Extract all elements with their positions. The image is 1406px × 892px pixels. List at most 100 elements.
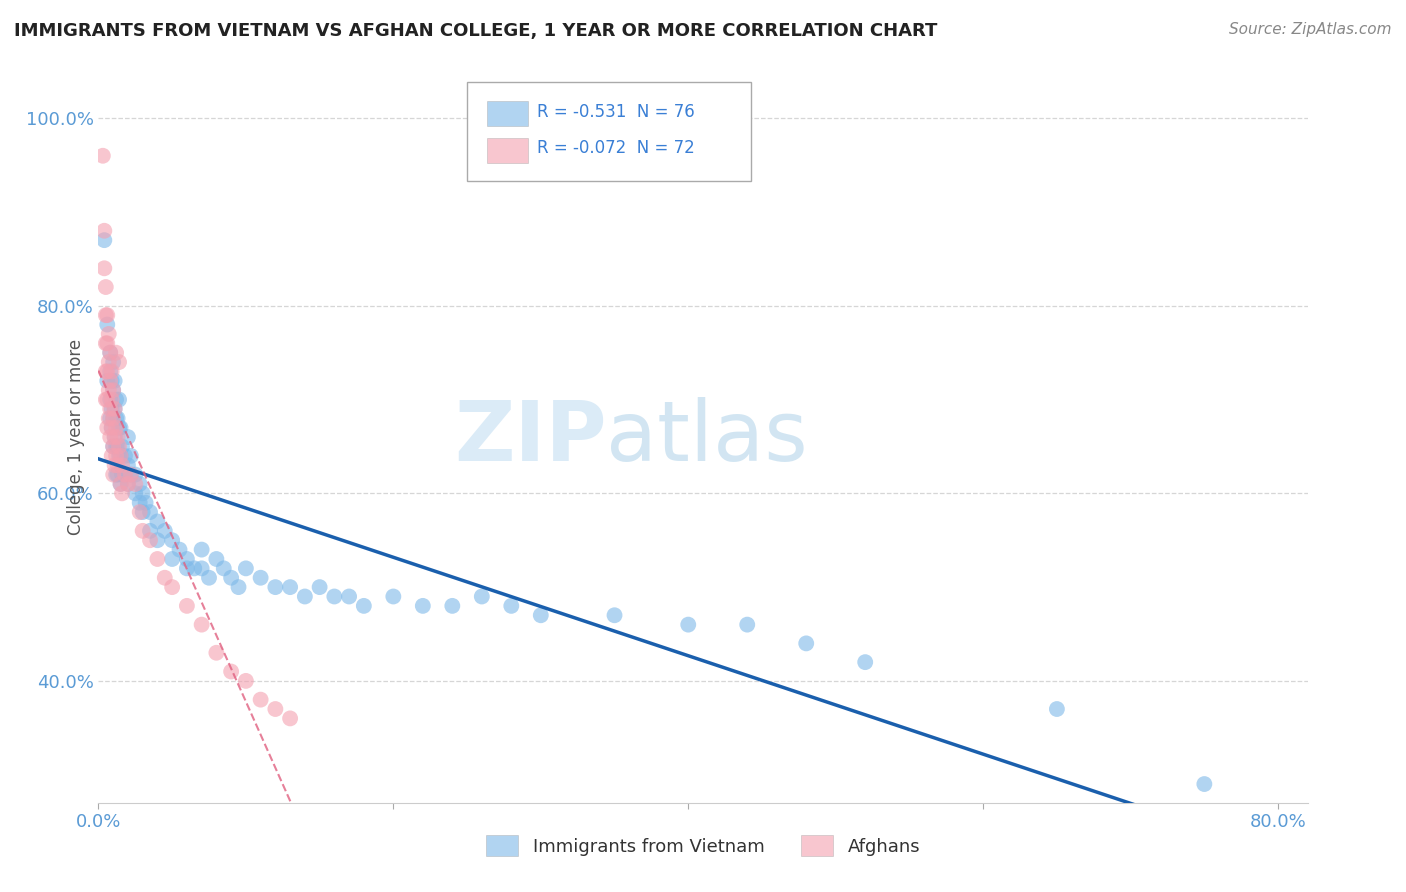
Point [160,580,183,594]
Point [117,477,139,491]
Y-axis label: College, 1 year or more: College, 1 year or more [66,339,84,535]
Point [97,411,120,425]
Point [153,524,176,538]
Text: R = -0.531  N = 76: R = -0.531 N = 76 [537,103,695,120]
Point [205,552,228,566]
Point [101,411,124,425]
Point [249,571,271,585]
Point [294,590,316,604]
Point [104,458,127,473]
Point [176,552,198,566]
Point [183,561,205,575]
Point [146,533,169,548]
Text: ZIP: ZIP [454,397,606,477]
Point [124,486,146,500]
Point [105,420,128,434]
Point [105,392,128,407]
Point [96,420,118,434]
Point [501,599,523,613]
Point [105,411,128,425]
Point [111,458,134,473]
Point [100,420,122,434]
Point [1046,702,1069,716]
Point [124,477,146,491]
Point [101,440,124,454]
Point [96,308,118,322]
Point [146,552,169,566]
Point [219,665,242,679]
Point [110,449,132,463]
Point [1194,777,1216,791]
Point [117,477,139,491]
Point [190,561,212,575]
Point [105,345,128,359]
Point [110,420,132,434]
Point [160,552,183,566]
Point [139,524,162,538]
Point [97,355,120,369]
Point [104,401,127,416]
Point [110,477,132,491]
Point [278,580,301,594]
Point [169,542,191,557]
Point [128,477,150,491]
Point [98,345,121,359]
Legend: Immigrants from Vietnam, Afghans: Immigrants from Vietnam, Afghans [478,828,928,863]
Point [794,636,817,650]
Point [853,655,876,669]
Point [735,617,758,632]
Point [110,449,132,463]
Point [97,326,120,341]
Point [104,374,127,388]
Point [249,692,271,706]
Point [323,590,346,604]
Point [100,401,122,416]
Point [108,449,131,463]
Point [678,617,700,632]
FancyBboxPatch shape [486,102,527,127]
Point [108,392,131,407]
Point [108,355,131,369]
Point [98,392,121,407]
Point [198,571,221,585]
Point [128,496,150,510]
Point [111,467,134,482]
Point [108,420,131,434]
Point [100,374,122,388]
Point [105,467,128,482]
Point [100,392,122,407]
Point [98,411,121,425]
Point [107,467,129,482]
Point [98,364,121,378]
Point [117,458,139,473]
Point [105,440,128,454]
Point [264,580,287,594]
Point [114,467,136,482]
Point [107,411,129,425]
Text: atlas: atlas [606,397,808,477]
Point [101,440,124,454]
Point [135,496,157,510]
Point [104,401,127,416]
Point [120,467,142,482]
Point [107,458,129,473]
Point [100,449,122,463]
Point [94,364,117,378]
Point [100,420,122,434]
Point [382,590,405,604]
Point [139,533,162,548]
Point [117,430,139,444]
Point [100,364,122,378]
Point [93,224,115,238]
Point [94,280,117,294]
Point [98,401,121,416]
Point [160,533,183,548]
Text: R = -0.072  N = 72: R = -0.072 N = 72 [537,139,695,157]
Point [128,505,150,519]
Point [308,580,330,594]
Text: IMMIGRANTS FROM VIETNAM VS AFGHAN COLLEGE, 1 YEAR OR MORE CORRELATION CHART: IMMIGRANTS FROM VIETNAM VS AFGHAN COLLEG… [14,22,938,40]
Point [131,524,153,538]
Point [101,383,124,397]
Point [471,590,494,604]
Point [96,392,118,407]
